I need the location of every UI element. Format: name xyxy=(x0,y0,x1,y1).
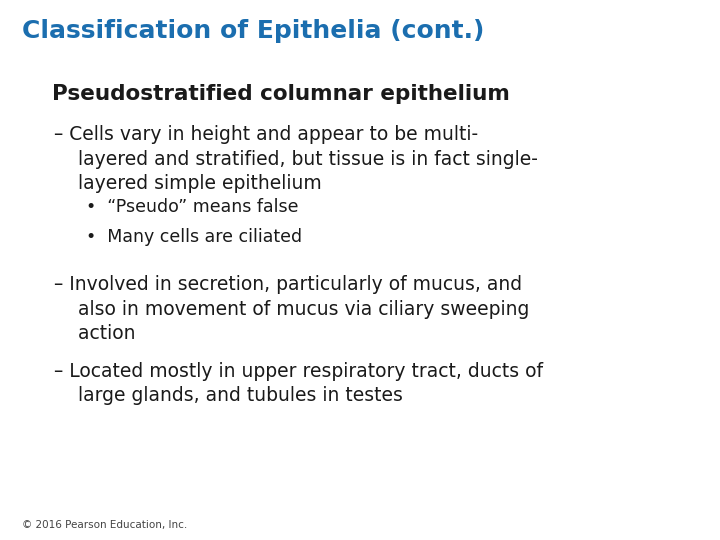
Text: – Cells vary in height and appear to be multi-
    layered and stratified, but t: – Cells vary in height and appear to be … xyxy=(54,125,538,193)
Text: © 2016 Pearson Education, Inc.: © 2016 Pearson Education, Inc. xyxy=(22,520,187,530)
Text: Pseudostratified columnar epithelium: Pseudostratified columnar epithelium xyxy=(52,84,510,104)
Text: Classification of Epithelia (cont.): Classification of Epithelia (cont.) xyxy=(22,19,484,43)
Text: •  Many cells are ciliated: • Many cells are ciliated xyxy=(86,228,302,246)
Text: •  “Pseudo” means false: • “Pseudo” means false xyxy=(86,198,299,215)
Text: – Involved in secretion, particularly of mucus, and
    also in movement of mucu: – Involved in secretion, particularly of… xyxy=(54,275,529,343)
Text: – Located mostly in upper respiratory tract, ducts of
    large glands, and tubu: – Located mostly in upper respiratory tr… xyxy=(54,362,543,405)
